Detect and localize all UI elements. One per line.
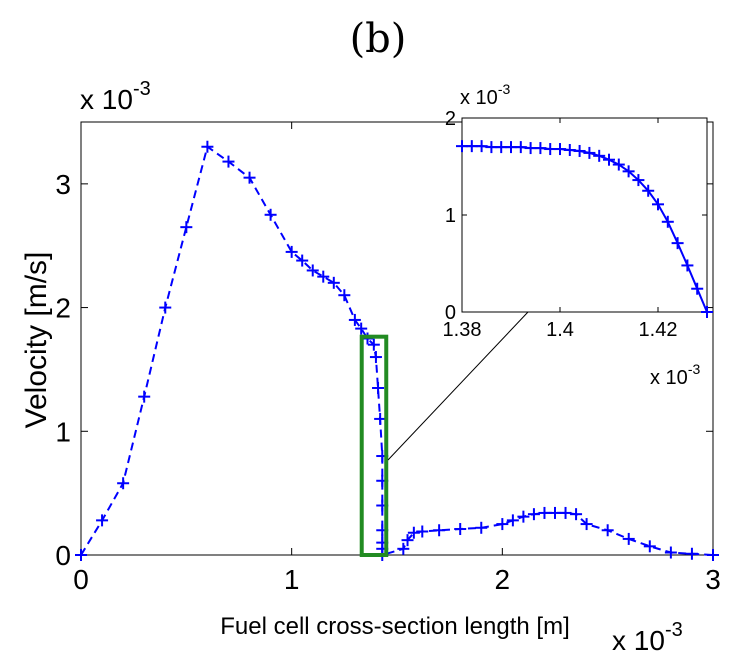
data-point (652, 198, 664, 211)
data-point (583, 146, 596, 159)
x-tick-label: 0 (73, 564, 89, 595)
y-axis-label: Velocity [m/s] (20, 252, 53, 429)
data-point (601, 524, 614, 537)
data-point (506, 514, 519, 527)
data-point (603, 153, 615, 166)
data-point (454, 523, 467, 536)
data-point (643, 540, 656, 553)
data-point (369, 351, 382, 364)
data-point (527, 508, 540, 521)
main-y-multiplier: x 10-3 (80, 78, 151, 115)
data-point (632, 174, 645, 187)
x-tick-label: 1.4 (546, 319, 574, 341)
data-point (707, 549, 719, 561)
y-tick-label: 1 (445, 205, 456, 227)
data-point (285, 245, 298, 258)
main-series (75, 140, 719, 561)
data-point (367, 338, 380, 351)
x-tick-label: 3 (705, 564, 721, 595)
data-point (355, 322, 368, 335)
data-point (593, 149, 606, 162)
x-tick-label: 2 (495, 564, 511, 595)
y-tick-label: 1 (55, 416, 71, 447)
data-point (348, 313, 361, 326)
data-point (681, 259, 694, 272)
data-point (416, 525, 429, 538)
data-point (264, 208, 277, 221)
inset-x-axis: 1.38 1.4 1.42 (443, 118, 678, 341)
inset-series (456, 140, 713, 318)
data-point (372, 381, 385, 394)
data-point (475, 521, 488, 534)
data-point (496, 518, 509, 531)
y-tick-label: 2 (55, 293, 71, 324)
data-point (222, 155, 235, 168)
main-x-multiplier: x 10-3 (612, 619, 683, 656)
data-point (433, 524, 446, 537)
data-point (642, 184, 655, 197)
data-point (327, 276, 340, 289)
y-tick-label: 3 (55, 169, 71, 200)
data-point (612, 158, 625, 171)
y-tick-label: 0 (445, 302, 456, 324)
data-point (296, 254, 309, 267)
data-point (701, 306, 713, 318)
data-point (397, 542, 410, 555)
x-tick-label: 1 (284, 564, 300, 595)
inset-x-multiplier: x 10-3 (650, 361, 700, 389)
x-tick-label: 1.38 (443, 319, 482, 341)
main-plot-frame (80, 121, 714, 556)
y-tick-label: 2 (445, 108, 456, 130)
main-y-axis: 0 1 2 3 (55, 169, 713, 571)
data-point (691, 282, 704, 295)
data-point (661, 215, 674, 228)
data-point (664, 546, 677, 559)
data-point (685, 547, 698, 560)
data-point (538, 506, 551, 519)
data-point (570, 508, 583, 521)
data-point (159, 301, 172, 314)
data-point (75, 549, 87, 561)
data-point (138, 390, 151, 403)
y-tick-label: 0 (55, 540, 71, 571)
data-point (117, 477, 130, 490)
data-point (671, 237, 684, 250)
data-point (243, 171, 256, 184)
inset-plot: 1.38 1.4 1.42 0 1 2 (443, 108, 713, 341)
data-point (549, 506, 561, 519)
data-point (517, 510, 530, 523)
data-point (622, 532, 635, 545)
data-point (180, 221, 193, 234)
data-point (96, 514, 109, 527)
zoom-connector-line (387, 311, 529, 461)
data-point (338, 289, 351, 302)
zoom-rectangle (359, 334, 389, 557)
data-point (573, 144, 586, 157)
zoom-box (359, 334, 389, 557)
data-point (559, 506, 572, 519)
data-point (401, 534, 414, 547)
chart-title: (b) (350, 16, 407, 62)
main-plot: 0 1 2 3 0 1 2 3 (55, 121, 721, 595)
data-point (201, 140, 214, 153)
data-point (580, 518, 593, 531)
data-point (622, 165, 635, 178)
x-tick-label: 1.42 (639, 319, 678, 341)
x-axis-label: Fuel cell cross-section length [m] (220, 613, 569, 640)
data-point (407, 526, 420, 539)
data-point (306, 264, 319, 277)
data-point (374, 412, 387, 425)
data-point (317, 270, 330, 283)
inset-y-multiplier: x 10-3 (460, 81, 510, 109)
